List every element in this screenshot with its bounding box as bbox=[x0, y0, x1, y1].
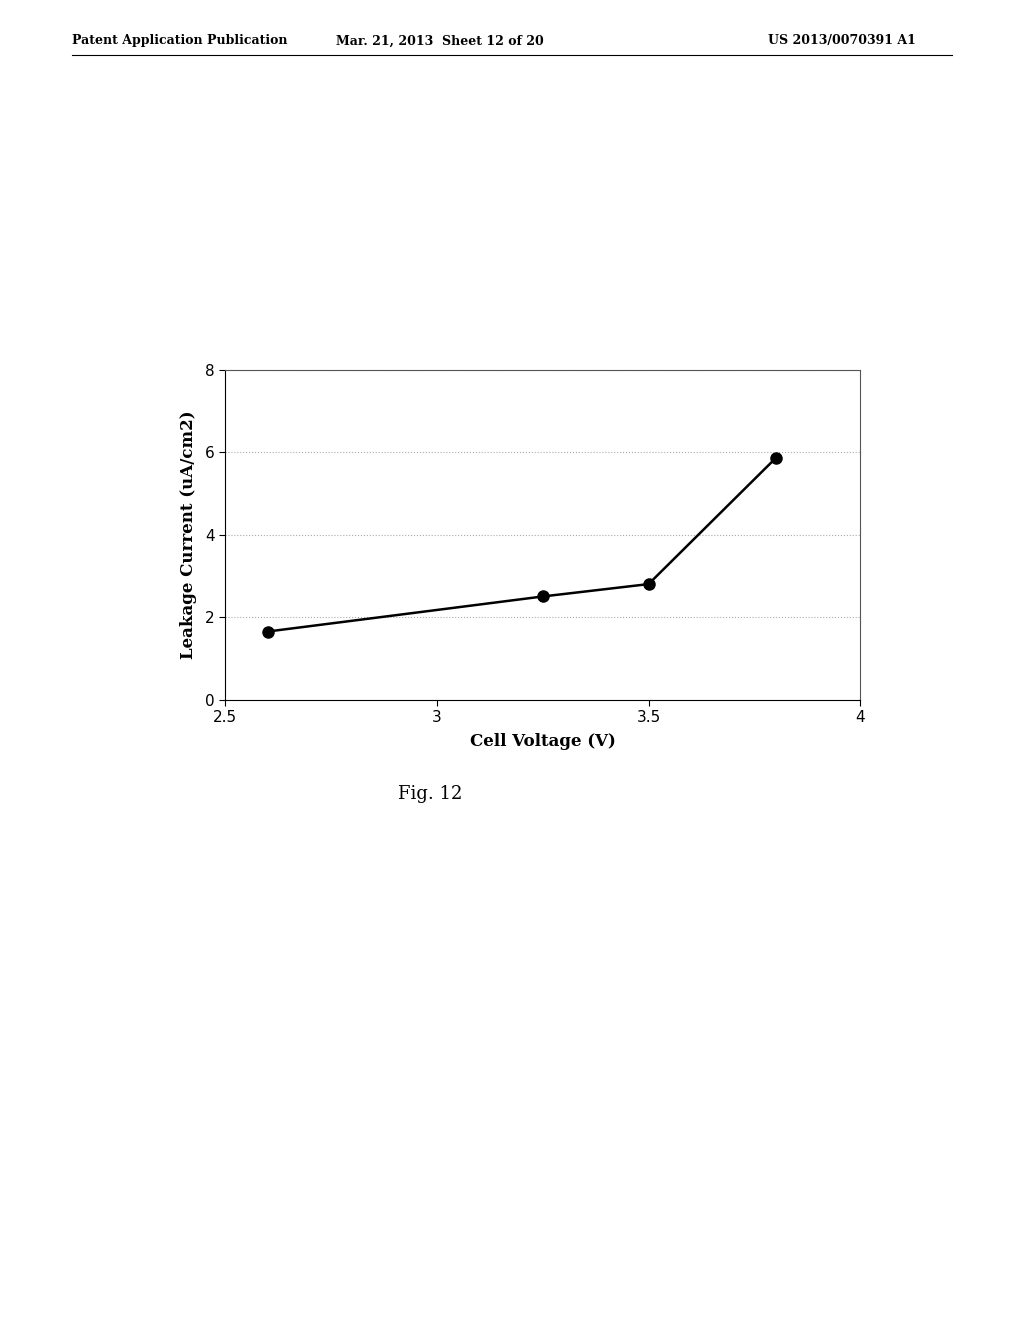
Y-axis label: Leakage Current (uA/cm2): Leakage Current (uA/cm2) bbox=[180, 411, 197, 659]
Text: Mar. 21, 2013  Sheet 12 of 20: Mar. 21, 2013 Sheet 12 of 20 bbox=[337, 34, 544, 48]
Text: US 2013/0070391 A1: US 2013/0070391 A1 bbox=[768, 34, 915, 48]
Text: Patent Application Publication: Patent Application Publication bbox=[72, 34, 287, 48]
Text: Fig. 12: Fig. 12 bbox=[398, 785, 462, 804]
X-axis label: Cell Voltage (V): Cell Voltage (V) bbox=[470, 734, 615, 750]
